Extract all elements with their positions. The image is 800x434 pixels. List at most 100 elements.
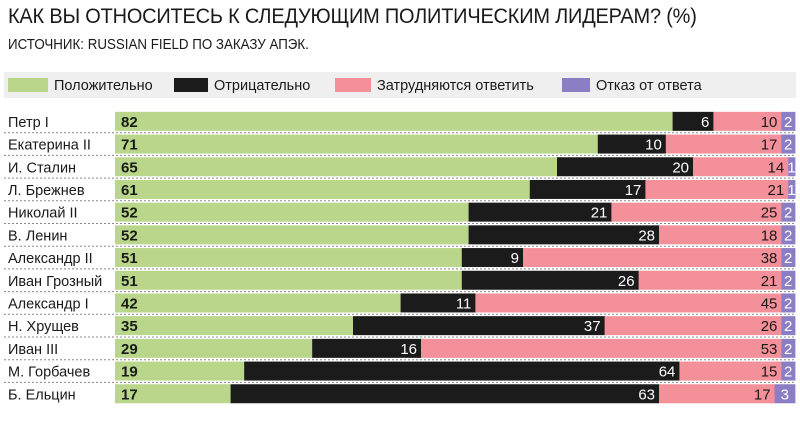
category-label: Екатерина II <box>8 138 91 154</box>
value-label: 35 <box>121 318 138 335</box>
legend-swatch-4 <box>562 78 590 92</box>
bar-segment-2 <box>468 202 612 222</box>
value-label: 61 <box>121 182 138 199</box>
value-label: 10 <box>645 137 662 154</box>
bar-segment-4 <box>781 225 796 245</box>
bar-segment-4 <box>781 134 796 154</box>
bar-segment-3 <box>475 293 782 313</box>
bar-segment-2 <box>529 179 646 199</box>
value-label: 1 <box>787 182 795 199</box>
category-label: Б. Ельцин <box>8 387 76 403</box>
legend-label-1: Положительно <box>54 78 153 94</box>
value-label: 2 <box>784 295 792 312</box>
bar-segment-3 <box>523 248 782 268</box>
value-label: 71 <box>121 137 138 154</box>
bar-segment-2 <box>353 316 605 336</box>
bar-segment-1 <box>115 338 313 358</box>
value-label: 21 <box>761 273 778 290</box>
value-label: 17 <box>625 182 642 199</box>
value-label: 1 <box>787 159 795 176</box>
bar-segment-1 <box>115 293 401 313</box>
value-label: 3 <box>781 386 789 403</box>
value-label: 65 <box>121 159 138 176</box>
bar-segment-4 <box>788 157 796 177</box>
bar-segment-2 <box>461 248 524 268</box>
bar-segment-3 <box>611 202 782 222</box>
value-label: 51 <box>121 250 138 267</box>
bar-segment-2 <box>597 134 667 154</box>
bar-segment-1 <box>115 179 531 199</box>
bar-segment-3 <box>659 225 782 245</box>
bar-segment-2 <box>400 293 476 313</box>
bar-segment-2 <box>557 157 694 177</box>
bar-segment-4 <box>774 384 796 404</box>
value-label: 38 <box>761 250 778 267</box>
category-label: И. Сталин <box>8 160 76 176</box>
bar-segment-3 <box>604 316 782 336</box>
value-label: 15 <box>761 364 778 381</box>
bar-segment-4 <box>781 248 796 268</box>
value-label: 10 <box>761 114 778 131</box>
category-label: Иван III <box>8 342 58 358</box>
bar-segment-2 <box>230 384 660 404</box>
value-label: 2 <box>784 341 792 358</box>
bar-segment-4 <box>781 338 796 358</box>
value-label: 29 <box>121 341 138 358</box>
value-label: 2 <box>784 250 792 267</box>
bar-segment-3 <box>665 134 782 154</box>
bar-segment-1 <box>115 134 599 154</box>
bar-segment-3 <box>421 338 782 358</box>
value-label: 14 <box>768 159 785 176</box>
category-label: Иван Грозный <box>8 274 102 290</box>
category-label: Александр II <box>8 251 93 267</box>
bar-segment-1 <box>115 361 245 381</box>
bar-segment-2 <box>672 111 714 131</box>
bar-segment-2 <box>468 225 660 245</box>
value-label: 2 <box>784 137 792 154</box>
value-label: 21 <box>591 205 608 222</box>
bar-segment-2 <box>312 338 422 358</box>
value-label: 51 <box>121 273 138 290</box>
bar-segment-4 <box>781 293 796 313</box>
legend-label-2: Отрицательно <box>214 78 310 94</box>
chart-subtitle: ИСТОЧНИК: RUSSIAN FIELD ПО ЗАКАЗУ АПЭК. <box>8 37 309 53</box>
bar-segment-2 <box>461 270 639 290</box>
bar-segment-4 <box>781 270 796 290</box>
bar-segment-1 <box>115 316 354 336</box>
value-label: 2 <box>784 364 792 381</box>
bar-segment-4 <box>781 316 796 336</box>
value-label: 28 <box>638 227 655 244</box>
legend-band <box>4 72 796 98</box>
value-label: 2 <box>784 205 792 222</box>
value-label: 52 <box>121 205 138 222</box>
value-label: 25 <box>761 205 778 222</box>
bar-segment-1 <box>115 225 469 245</box>
legend-label-4: Отказ от ответа <box>596 78 703 94</box>
legend: Положительно Отрицательно Затрудняются отв… <box>4 72 796 98</box>
bar-segment-1 <box>115 157 558 177</box>
bar-segment-4 <box>788 179 796 199</box>
bar-segment-3 <box>645 179 789 199</box>
bar-segment-3 <box>713 111 782 131</box>
category-label: Александр I <box>8 296 89 312</box>
value-label: 11 <box>456 295 472 312</box>
category-label: Петр I <box>8 115 49 131</box>
chart-title: КАК ВЫ ОТНОСИТЕСЬ К СЛЕДУЮЩИМ ПОЛИТИЧЕСК… <box>8 5 697 28</box>
value-label: 6 <box>701 114 709 131</box>
bar-segment-1 <box>115 384 231 404</box>
bar-segment-1 <box>115 270 463 290</box>
value-label: 42 <box>121 295 138 312</box>
value-label: 17 <box>761 137 778 154</box>
bar-segment-1 <box>115 111 673 131</box>
bar-segment-4 <box>781 111 796 131</box>
category-label: Н. Хрущев <box>8 319 79 335</box>
value-label: 2 <box>784 114 792 131</box>
value-label: 2 <box>784 318 792 335</box>
legend-swatch-3 <box>335 78 371 92</box>
value-label: 21 <box>768 182 785 199</box>
category-label: Николай II <box>8 206 78 222</box>
value-label: 26 <box>618 273 635 290</box>
legend-swatch-1 <box>8 78 48 92</box>
bar-segment-1 <box>115 202 469 222</box>
